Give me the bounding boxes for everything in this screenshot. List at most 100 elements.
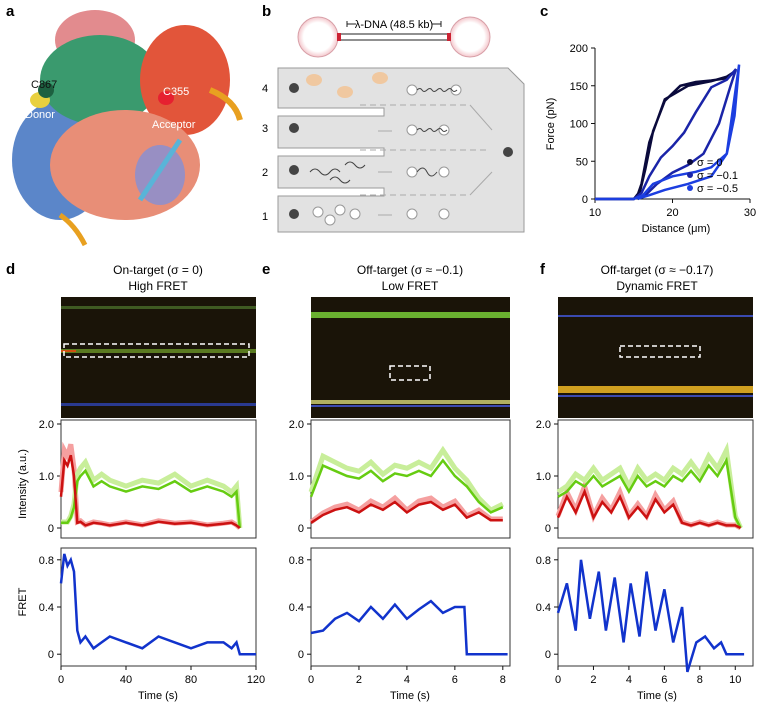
intensity-raw-e-1 — [308, 445, 504, 514]
force-distance-chart: 0 50 100 150 200 10 20 30 Distance (μm) Force … — [545, 43, 756, 235]
xtick-label-f: 0 — [555, 674, 561, 686]
c-ytick-label: 200 — [570, 43, 588, 55]
xtick-label-f: 2 — [590, 674, 596, 686]
fret-series-d — [59, 553, 256, 656]
channel-label-2: 2 — [262, 167, 268, 179]
kymograph-d — [61, 297, 256, 418]
intensity-series-f-donor — [557, 456, 742, 529]
panel-letter-c: c — [540, 3, 548, 20]
c-xtick-label: 20 — [666, 207, 678, 219]
trace-panel-d: 2.0 1.0 0 0.8 0.4 0 0 40 80 120 — [39, 419, 265, 686]
channel-label-4: 4 — [262, 83, 268, 95]
panel-letter-a: a — [6, 3, 15, 20]
intensity-ytick-label: 0 — [48, 523, 54, 535]
d-title-1: On-target (σ = 0) — [113, 263, 203, 277]
intensity-frame-e — [310, 419, 511, 539]
fret-ytick-label: 0.8 — [289, 555, 304, 567]
c-series-2 — [595, 64, 741, 201]
fret-ytick-label: 0 — [298, 649, 304, 661]
fret-ytick-label: 0.4 — [289, 602, 304, 614]
c-ytick-label: 0 — [582, 194, 588, 206]
f-title-2: Dynamic FRET — [616, 279, 698, 293]
f-xlabel: Time (s) — [637, 690, 677, 702]
intensity-series-f-acceptor — [556, 488, 742, 530]
trace-panel-f: 2.0 1.0 0 0.8 0.4 0 0 2 4 6 8 10 — [536, 419, 754, 686]
fret-ylabel: FRET — [17, 587, 29, 616]
fret-ytick-label: 0.4 — [536, 602, 551, 614]
kymograph-e — [311, 297, 510, 418]
fret-ytick-label: 0 — [48, 649, 54, 661]
intensity-ytick-label: 1.0 — [536, 471, 551, 483]
c-ytick-label: 100 — [570, 119, 588, 131]
fret-frame-e — [310, 547, 511, 667]
intensity-ytick-label: 0 — [545, 523, 551, 535]
panel-letter-e: e — [262, 261, 270, 278]
intensity-frame-f — [557, 419, 754, 539]
fret-ytick-label: 0.8 — [39, 555, 54, 567]
panel-letter-f: f — [540, 261, 546, 278]
intensity-ytick-label: 2.0 — [536, 419, 551, 431]
fret-ytick-label: 0 — [545, 649, 551, 661]
kymograph-f — [558, 297, 753, 418]
panel-letter-b: b — [262, 3, 271, 20]
c-xtick-label: 30 — [744, 207, 756, 219]
c-legend-0: σ = 0 — [697, 157, 722, 169]
xtick-label-e: 4 — [404, 674, 410, 686]
label-donor: Donor — [25, 109, 55, 121]
d-title-2: High FRET — [128, 279, 188, 293]
fret-series-f — [556, 559, 745, 673]
e-xlabel: Time (s) — [390, 690, 430, 702]
intensity-series-e-donor — [309, 458, 504, 514]
c-ylabel: Force (pN) — [545, 98, 557, 151]
intensity-series-d-donor — [61, 468, 242, 529]
fret-ytick-label: 0.4 — [39, 602, 54, 614]
xtick-label-e: 0 — [308, 674, 314, 686]
e-title-1: Off-target (σ ≈ −0.1) — [357, 263, 463, 277]
label-acceptor: Acceptor — [152, 119, 196, 131]
c-xlabel: Distance (μm) — [642, 223, 711, 235]
xtick-label-e: 2 — [356, 674, 362, 686]
intensity-ytick-label: 1.0 — [289, 471, 304, 483]
dna-dumbbell: λ-DNA (48.5 kb) — [297, 16, 491, 58]
fret-series-e — [310, 599, 508, 656]
xtick-label-f: 8 — [697, 674, 703, 686]
intensity-series-e-acceptor — [310, 500, 503, 524]
intensity-ytick-label: 1.0 — [39, 471, 54, 483]
intensity-ylabel: Intensity (a.u.) — [17, 449, 29, 519]
intensity-raw-d-0 — [58, 441, 242, 530]
label-c355: C355 — [163, 86, 189, 98]
xtick-label-e: 6 — [452, 674, 458, 686]
c-ytick-label: 50 — [576, 156, 588, 168]
intensity-raw-d-1 — [61, 457, 243, 529]
label-c867: C867 — [31, 79, 57, 91]
xtick-label-f: 4 — [626, 674, 632, 686]
c-legend-2: σ = −0.5 — [697, 183, 738, 195]
xtick-label-e: 8 — [500, 674, 506, 686]
xtick-label-d: 40 — [120, 674, 132, 686]
fret-ytick-label: 0.8 — [536, 555, 551, 567]
intensity-raw-f-1 — [556, 441, 743, 530]
d-xlabel: Time (s) — [138, 690, 178, 702]
e-title-2: Low FRET — [382, 279, 439, 293]
c-ytick-label: 150 — [570, 81, 588, 93]
xtick-label-d: 120 — [247, 674, 265, 686]
c-legend: σ = 0 σ = −0.1 σ = −0.5 — [687, 157, 738, 195]
dna-label: λ-DNA (48.5 kb) — [355, 19, 433, 31]
intensity-ytick-label: 2.0 — [39, 419, 54, 431]
microfluidic-chip: 4 3 2 1 — [262, 67, 525, 233]
xtick-label-f: 10 — [729, 674, 741, 686]
intensity-ytick-label: 2.0 — [289, 419, 304, 431]
protein-structure: C867 Donor C355 Acceptor — [12, 10, 243, 247]
xtick-label-d: 80 — [185, 674, 197, 686]
intensity-ytick-label: 0 — [298, 523, 304, 535]
intensity-series-d-acceptor — [59, 454, 241, 529]
c-xtick-label: 10 — [589, 207, 601, 219]
xtick-label-d: 0 — [58, 674, 64, 686]
intensity-raw-e-0 — [309, 494, 503, 524]
c-series-1 — [595, 68, 738, 201]
panel-letter-d: d — [6, 261, 15, 278]
channel-label-1: 1 — [262, 211, 268, 223]
xtick-label-f: 6 — [661, 674, 667, 686]
f-title-1: Off-target (σ ≈ −0.17) — [601, 263, 714, 277]
